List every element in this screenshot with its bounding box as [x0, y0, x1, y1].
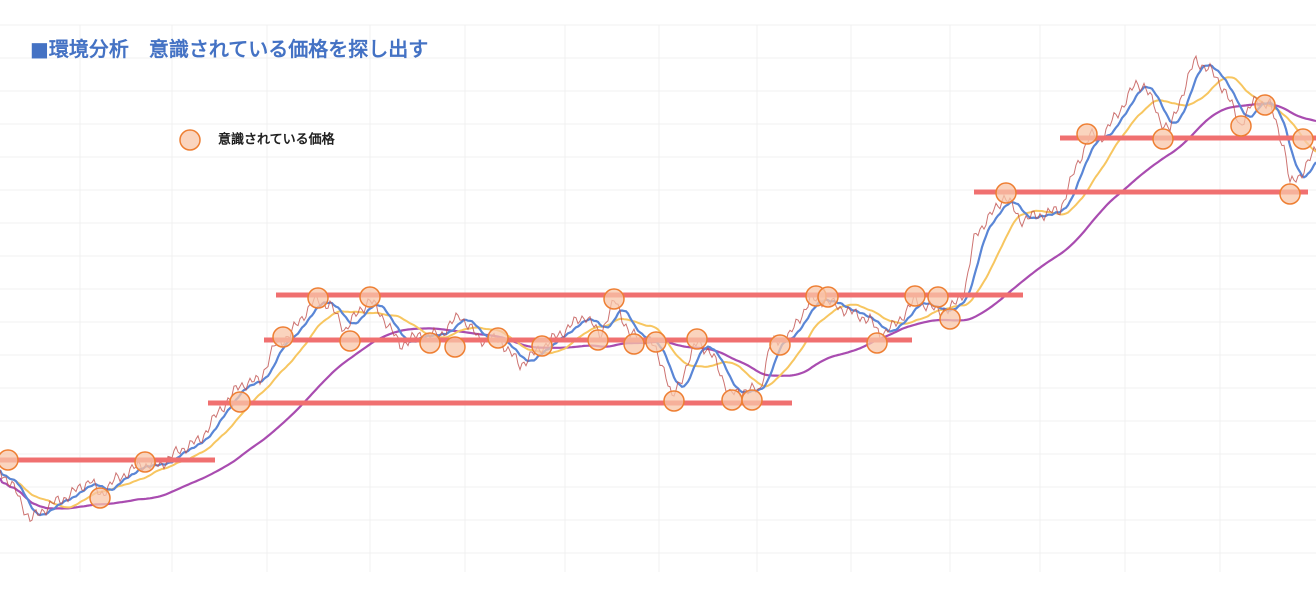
price-levels — [0, 135, 1316, 463]
price-marker — [444, 336, 466, 358]
price-marker — [272, 326, 294, 348]
price-marker — [1279, 183, 1301, 205]
legend-label: 意識されている価格 — [218, 132, 336, 148]
price-marker — [359, 286, 381, 308]
price-marker — [721, 389, 743, 411]
chart-title: ■環境分析 意識されている価格を探し出す — [30, 37, 428, 61]
price-marker — [995, 182, 1017, 204]
price-marker — [134, 451, 156, 473]
moving-average — [0, 102, 1316, 510]
price-marker — [741, 389, 763, 411]
price-marker — [229, 391, 251, 413]
price-marker — [603, 288, 625, 310]
price-marker — [487, 327, 509, 349]
price-marker — [939, 308, 961, 330]
price-markers — [0, 94, 1314, 509]
price-marker — [339, 330, 361, 352]
price-marker — [1230, 115, 1252, 137]
price-marker — [419, 332, 441, 354]
grid — [0, 24, 1316, 572]
price-marker — [904, 285, 926, 307]
price-marker — [769, 334, 791, 356]
moving-average — [0, 76, 1316, 509]
price-marker — [663, 390, 685, 412]
price-marker — [1292, 128, 1314, 150]
price-marker — [1076, 123, 1098, 145]
price-marker — [89, 487, 111, 509]
price-marker — [1152, 128, 1174, 150]
price-marker — [0, 449, 19, 471]
price-marker — [817, 286, 839, 308]
price-marker — [927, 286, 949, 308]
legend-marker — [179, 129, 201, 151]
price-marker — [531, 335, 553, 357]
price-marker — [623, 333, 645, 355]
price-marker — [587, 329, 609, 351]
price-marker — [645, 331, 667, 353]
price-marker — [307, 287, 329, 309]
price-marker — [1254, 94, 1276, 116]
price-marker — [686, 328, 708, 350]
price-marker — [866, 332, 888, 354]
